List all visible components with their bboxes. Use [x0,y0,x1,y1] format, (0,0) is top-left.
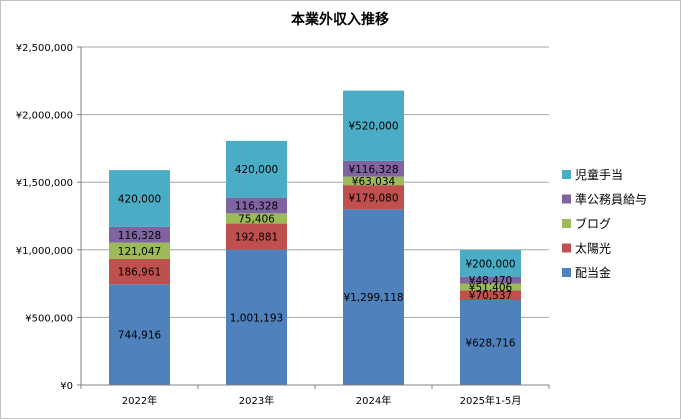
data-label: 116,328 [235,201,278,213]
legend-swatch [562,243,571,253]
legend-label: 準公務員給与 [575,192,647,207]
y-tick-label: ¥1,500,000 [16,178,73,189]
legend-label: ブログ [575,216,611,231]
bar-segment [109,259,170,285]
data-label: 121,047 [118,246,161,258]
data-label: 420,000 [235,164,278,176]
bar-segment [460,283,521,291]
data-label: 186,961 [118,267,161,279]
x-tick-label: 2024年 [356,394,391,407]
y-tick-label: ¥1,000,000 [16,246,73,257]
bar-segment [109,170,170,227]
legend-swatch [562,170,571,179]
data-label: ¥1,299,118 [343,292,403,304]
data-labels: 744,916 186,961 121,047 116,328 420,000 1,001… [118,121,516,350]
data-label: ¥116,328 [348,164,398,176]
y-tick-label: ¥2,000,000 [16,111,73,122]
data-label: ¥48,470 [469,275,512,287]
bars [109,90,521,385]
bar-segment [109,242,170,260]
bar-segment [226,249,287,385]
bar-segment [460,299,521,385]
data-label: ¥63,034 [352,176,396,188]
legend-label: 配当金 [575,265,611,280]
x-tick-label: 2022年 [122,394,157,407]
bar-segment [109,226,170,243]
legend-label: 太陽光 [575,241,611,256]
y-tick-label: ¥0 [60,381,73,392]
bar-segment [343,90,404,161]
x-tick-label: 2025年1-5月 [460,394,522,407]
legend-label: 児童手当 [575,167,623,182]
bar-segment [226,213,287,224]
legend-swatch [562,194,571,204]
y-tick-label: ¥2,500,000 [16,43,73,54]
bar-segment [226,140,287,198]
data-label: ¥70,537 [469,290,512,302]
data-label: 744,916 [118,330,162,342]
data-label: 420,000 [118,194,161,206]
bar-segment [460,249,521,277]
bar-segment [343,160,404,177]
data-label: ¥51,406 [469,282,513,294]
data-label: 192,881 [235,232,278,244]
bar-segment [343,185,404,210]
legend-swatch [562,219,571,228]
data-label: ¥520,000 [348,121,398,133]
bar-segment [460,290,521,300]
chart-title: 本業外収入推移 [291,11,389,28]
y-tick-label: ¥500,000 [25,313,73,324]
data-label: 116,328 [118,230,161,242]
data-label: 1,001,193 [230,312,283,324]
bar-segment [343,209,404,385]
bar-segment [343,176,404,186]
bar-segment [109,284,170,385]
legend-swatch [562,268,571,277]
bar-segment [226,197,287,214]
bar-segment [226,223,287,250]
bar-segment [460,276,521,284]
data-label: ¥628,716 [465,337,515,349]
data-label: ¥179,080 [348,192,398,204]
axes: ¥0 ¥500,000 ¥1,000,000 ¥1,500,000 ¥2,000,000… [16,43,550,407]
data-label: ¥200,000 [465,258,515,270]
data-label: 75,406 [238,213,275,225]
x-tick-label: 2023年 [239,394,274,407]
